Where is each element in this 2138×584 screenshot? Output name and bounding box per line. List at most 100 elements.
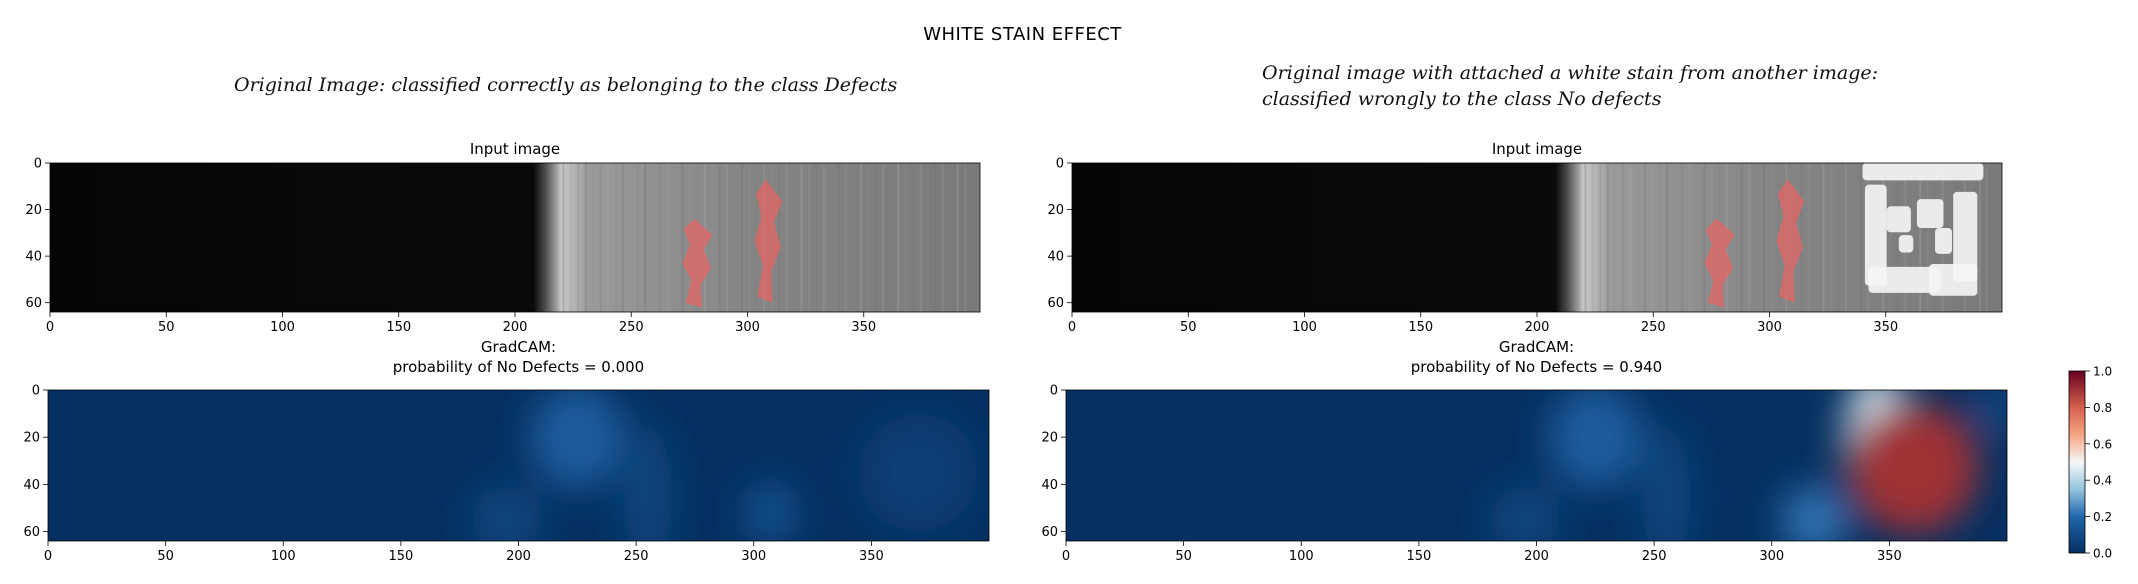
plot-area [1066,390,2007,541]
y-tick-label: 40 [1047,250,1064,265]
steel-texture-line [1696,163,1699,312]
steel-texture-line [1815,163,1818,312]
y-tick-label: 20 [25,203,42,218]
white-stain-patch [1928,264,1978,296]
panel-gradcam-left: GradCAM: probability of No Defects = 0.00… [23,338,990,564]
x-tick-label: 200 [1525,320,1550,335]
steel-texture-line [1829,163,1832,312]
steel-texture-line [614,163,617,312]
steel-texture-line [1807,163,1810,312]
heatmap-hotspot [1847,401,1979,534]
steel-texture-line [815,163,818,312]
steel-texture-line [979,163,980,312]
steel-texture-line [651,163,654,312]
white-stain-patch [1862,163,1984,181]
x-tick-label: 300 [1759,549,1784,564]
plot-area [1072,163,2011,312]
steel-texture-line [964,163,967,312]
x-tick-label: 100 [270,320,295,335]
plot-area [50,163,989,312]
right-caption-line1: Original image with attached a white sta… [1262,62,1879,84]
white-stain-patch [1898,235,1914,253]
steel-texture-line [1896,163,1899,312]
colorbar-tick-label: 0.0 [2093,547,2112,561]
steel-texture-line [874,163,877,312]
steel-texture-line [1844,163,1847,312]
steel-texture-line [1666,163,1669,312]
colorbar-tick-label: 0.8 [2093,401,2112,415]
steel-texture-line [1673,163,1676,312]
y-tick-label: 60 [25,296,42,311]
steel-texture-line [1733,163,1736,312]
steel-texture-line [889,163,892,312]
defect-mask [754,179,783,303]
white-stain-patch [1864,184,1887,286]
steel-texture-line [681,163,684,312]
white-stain-patch [1935,227,1952,254]
steel-texture-line [785,163,788,312]
steel-texture-line [1822,163,1825,312]
x-tick-label: 250 [624,549,649,564]
x-tick-label: 350 [851,320,876,335]
steel-texture-line [1681,163,1684,312]
steel-texture-line [1569,163,1572,312]
y-tick-label: 0 [34,157,42,172]
y-tick-label: 60 [23,525,40,540]
plot-area [48,390,989,541]
steel-texture-line [2009,163,2011,312]
x-tick-label: 50 [1175,549,1192,564]
x-tick-label: 150 [1406,549,1431,564]
steel-texture-line [919,163,922,312]
x-tick-label: 200 [503,320,528,335]
steel-texture-line [987,163,989,312]
x-tick-label: 150 [386,320,411,335]
y-tick-label: 60 [1047,296,1064,311]
white-stain-patch [1916,199,1944,228]
steel-texture-line [956,163,959,312]
steel-texture-line [867,163,870,312]
steel-texture-line [1703,163,1706,312]
x-tick-label: 150 [1408,320,1433,335]
steel-texture-line [949,163,952,312]
heatmap-hotspot [530,390,625,490]
steel-texture-line [1629,163,1632,312]
y-tick-label: 60 [1041,525,1058,540]
steel-texture-line [592,163,595,312]
panel-title: Input image [470,140,560,158]
steel-texture-line [1993,163,1996,312]
x-tick-label: 0 [46,320,54,335]
steel-texture-line [934,163,937,312]
steel-texture-line [1614,163,1617,312]
heatmap-hotspot [624,425,672,541]
steel-texture-line [778,163,781,312]
panel-title: Input image [1492,140,1582,158]
steel-image [50,163,980,312]
steel-texture-line [636,163,639,312]
steel-texture-line [1643,163,1646,312]
steel-texture-line [1919,163,1922,312]
x-tick-label: 0 [44,549,52,564]
x-tick-label: 100 [1289,549,1314,564]
x-tick-label: 50 [158,320,175,335]
steel-texture-line [1762,163,1765,312]
steel-texture-line [1800,163,1803,312]
left-caption: Original Image: classified correctly as … [234,74,898,96]
steel-texture-line [1658,163,1661,312]
steel-texture-line [882,163,885,312]
steel-texture-line [577,163,580,312]
x-tick-label: 250 [1641,320,1666,335]
steel-texture-line [666,163,669,312]
x-tick-label: 50 [1180,320,1197,335]
x-tick-label: 350 [859,549,884,564]
steel-texture-line [1651,163,1654,312]
steel-texture-line [830,163,833,312]
defect-mask [682,218,713,308]
x-tick-label: 350 [1873,320,1898,335]
steel-texture-line [740,163,743,312]
steel-texture-line [912,163,915,312]
steel-texture-line [941,163,944,312]
y-tick-label: 40 [23,478,40,493]
defect-mask [1776,179,1805,303]
steel-texture-line [607,163,610,312]
